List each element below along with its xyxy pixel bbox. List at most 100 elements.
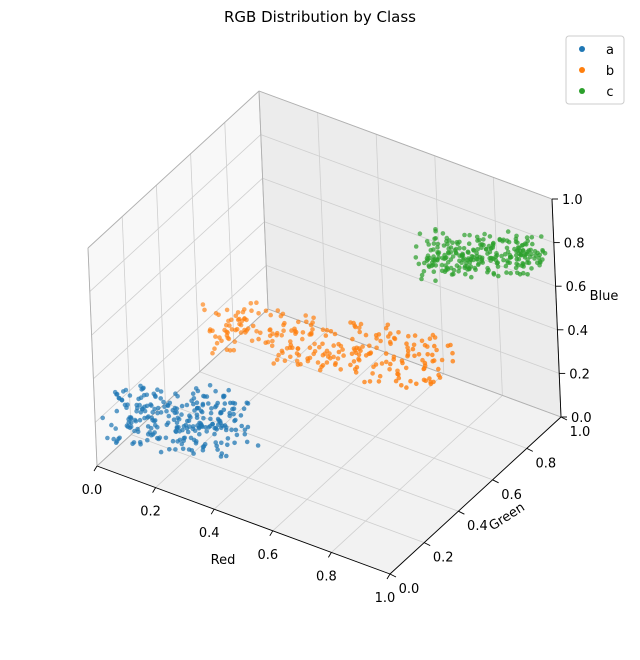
data-point [190, 391, 196, 397]
data-point [473, 267, 478, 273]
data-point [388, 331, 393, 336]
chart-title: RGB Distribution by Class [224, 8, 416, 26]
grid-line-back-z [264, 221, 558, 331]
data-point [537, 252, 542, 258]
y-axis-line [389, 416, 562, 575]
data-point [461, 256, 467, 261]
data-point [216, 418, 222, 423]
data-point [229, 327, 235, 332]
data-point [432, 335, 438, 340]
data-point [312, 341, 317, 347]
axes-edges [87, 90, 562, 575]
x-tick-label: 1.0 [375, 591, 396, 606]
data-point [436, 250, 442, 255]
data-point [483, 246, 489, 252]
data-point [436, 372, 441, 378]
data-point [427, 336, 433, 342]
data-point [144, 392, 150, 398]
data-point [288, 354, 293, 360]
data-point [384, 359, 389, 365]
y-tick-label: 0.2 [433, 551, 454, 566]
data-point [135, 429, 141, 435]
data-point [435, 258, 440, 263]
data-point [268, 327, 273, 332]
data-point [276, 352, 281, 358]
data-point [310, 320, 315, 325]
series-a [100, 383, 261, 459]
x-tick-mark [152, 487, 156, 493]
data-point [230, 406, 235, 412]
data-point [215, 447, 220, 452]
data-point [224, 322, 229, 328]
data-point [150, 410, 155, 415]
data-point [164, 422, 170, 428]
data-point [466, 241, 472, 246]
y-tick-mark [389, 573, 397, 578]
data-point [114, 392, 119, 397]
data-point [249, 338, 255, 344]
data-point [275, 308, 281, 313]
data-point [335, 356, 341, 361]
data-point [184, 402, 190, 408]
data-point [295, 346, 301, 351]
data-point [123, 387, 129, 393]
data-point [225, 442, 230, 448]
data-point [155, 387, 160, 393]
grid-line-floor-y [233, 340, 527, 449]
data-point [161, 399, 166, 405]
x-tick-mark [210, 508, 215, 515]
data-point [395, 368, 400, 374]
data-point [443, 267, 449, 273]
data-point [475, 247, 481, 252]
data-point [225, 436, 231, 441]
data-point [127, 425, 133, 431]
data-point [504, 270, 509, 275]
data-point [217, 335, 222, 340]
data-point [100, 415, 105, 421]
data-point [453, 250, 459, 256]
series-b [200, 300, 456, 390]
data-point [207, 383, 213, 388]
data-point [268, 312, 274, 318]
data-point [516, 262, 521, 268]
data-point [213, 334, 218, 339]
data-point [127, 415, 133, 420]
data-point [405, 348, 411, 354]
data-point [485, 251, 490, 256]
data-point [248, 301, 254, 306]
data-point [315, 360, 321, 365]
data-point [218, 454, 224, 459]
data-point [171, 417, 177, 423]
data-point [244, 400, 250, 406]
data-point [352, 367, 358, 372]
data-point [477, 237, 482, 243]
data-point [332, 362, 338, 368]
data-point [373, 362, 379, 367]
data-point [194, 405, 200, 411]
data-point [348, 362, 353, 368]
data-point [341, 353, 346, 358]
data-point [304, 319, 309, 325]
data-point [202, 307, 207, 313]
data-point [514, 256, 520, 262]
data-point [445, 260, 451, 265]
data-point [462, 265, 468, 271]
data-point [231, 347, 237, 353]
data-point [403, 365, 409, 371]
data-point [491, 270, 497, 276]
data-point [391, 354, 397, 360]
data-point [508, 270, 513, 276]
data-point [224, 453, 229, 459]
data-point [439, 268, 445, 274]
data-point [367, 379, 373, 384]
data-point [485, 265, 490, 271]
data-point [377, 373, 383, 379]
data-point [166, 413, 172, 419]
data-point [467, 260, 473, 265]
data-point [274, 357, 280, 363]
data-point [505, 258, 510, 264]
data-point [454, 263, 460, 268]
data-point [524, 235, 530, 240]
data-point [185, 429, 191, 435]
data-point [180, 446, 186, 452]
